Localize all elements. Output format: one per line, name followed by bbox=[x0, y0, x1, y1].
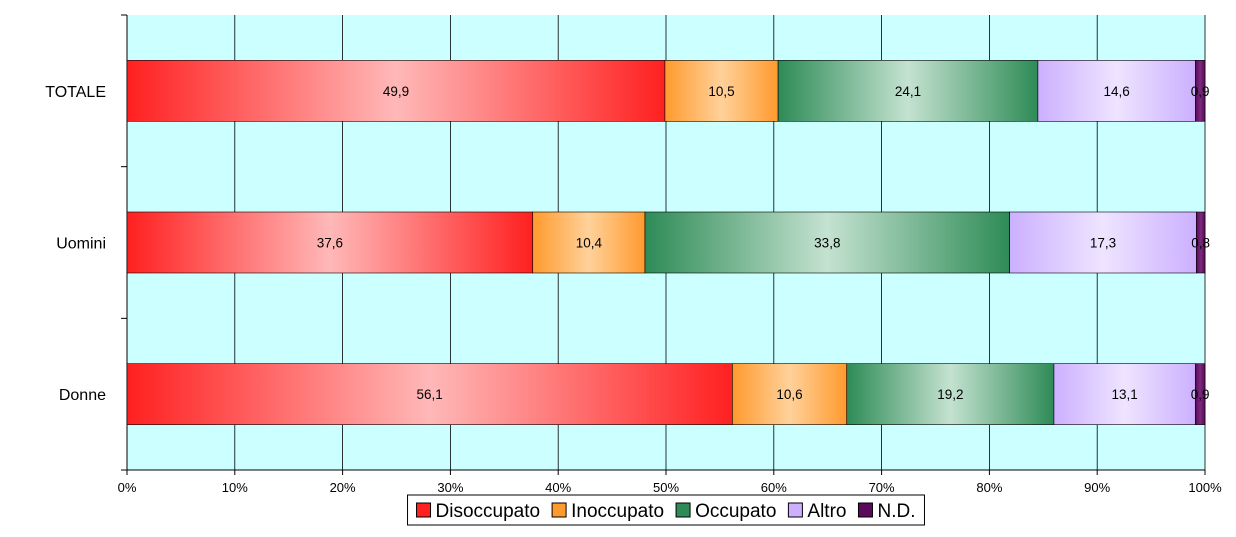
data-label: 17,3 bbox=[1090, 236, 1116, 251]
data-label: 0,8 bbox=[1191, 236, 1210, 251]
legend-label: Altro bbox=[807, 501, 846, 522]
category-label: Uomini bbox=[56, 236, 106, 253]
x-tick-label: 70% bbox=[869, 480, 895, 495]
bar-segment bbox=[1194, 363, 1206, 425]
x-tick-label: 20% bbox=[330, 480, 356, 495]
data-label: 33,8 bbox=[814, 236, 840, 251]
legend-swatch bbox=[787, 502, 803, 518]
data-label: 24,1 bbox=[895, 84, 921, 99]
bar-segment bbox=[644, 211, 1010, 274]
bar-segment bbox=[126, 211, 534, 274]
bar-segment bbox=[532, 211, 646, 274]
bar-segment bbox=[777, 60, 1039, 122]
bar-segment bbox=[126, 60, 666, 122]
legend-swatch bbox=[551, 502, 567, 518]
legend-box bbox=[407, 494, 925, 526]
bar-segment bbox=[1009, 211, 1197, 274]
data-label: 10,6 bbox=[776, 387, 802, 402]
x-axis: 0% 10% 20% 30% 40% 50% 60% 70% 80% 90% 100% bbox=[118, 469, 1222, 495]
x-tick-label: 40% bbox=[545, 480, 571, 495]
legend-label: Occupato bbox=[695, 501, 776, 522]
x-tick-label: 10% bbox=[222, 480, 248, 495]
bar-segment bbox=[1053, 363, 1196, 425]
data-label: 56,1 bbox=[417, 387, 443, 402]
data-label: 10,4 bbox=[576, 236, 603, 251]
bar-segment bbox=[1037, 60, 1196, 122]
legend-swatch bbox=[416, 502, 432, 518]
x-tick-label: 50% bbox=[653, 480, 679, 495]
bar-segment bbox=[126, 363, 733, 425]
y-axis: TOTALE Uomini Donne bbox=[45, 14, 128, 471]
category-label: TOTALE bbox=[45, 84, 106, 101]
bar-segment bbox=[1196, 211, 1206, 274]
bar-segment bbox=[846, 363, 1055, 425]
x-tick-label: 0% bbox=[118, 480, 137, 495]
legend-label: Inoccupato bbox=[571, 501, 664, 522]
data-label: 0,9 bbox=[1191, 84, 1210, 99]
category-label: Donne bbox=[59, 387, 106, 404]
data-label: 13,1 bbox=[1111, 387, 1137, 402]
x-tick-label: 90% bbox=[1084, 480, 1110, 495]
x-tick-label: 30% bbox=[437, 480, 463, 495]
data-label: 10,5 bbox=[708, 84, 734, 99]
bars: 49,9 10,5 24,1 14,6 0,9 37,6 10,4 33,8 17,3 0,8 56… bbox=[126, 60, 1210, 425]
data-label: 49,9 bbox=[383, 84, 409, 99]
legend-label: N.D. bbox=[877, 501, 915, 522]
x-tick-label: 60% bbox=[761, 480, 787, 495]
x-tick-label: 80% bbox=[976, 480, 1002, 495]
data-label: 19,2 bbox=[937, 387, 963, 402]
legend-label: Disoccupato bbox=[436, 501, 541, 522]
x-tick-label: 100% bbox=[1188, 480, 1222, 495]
legend-swatch bbox=[675, 502, 691, 518]
bar-segment bbox=[1194, 60, 1206, 122]
data-label: 0,9 bbox=[1191, 387, 1210, 402]
data-label: 37,6 bbox=[317, 236, 343, 251]
data-label: 14,6 bbox=[1103, 84, 1129, 99]
legend-swatch bbox=[857, 502, 873, 518]
legend: Disoccupato Inoccupato Occupato Altro N.D. bbox=[407, 494, 925, 526]
